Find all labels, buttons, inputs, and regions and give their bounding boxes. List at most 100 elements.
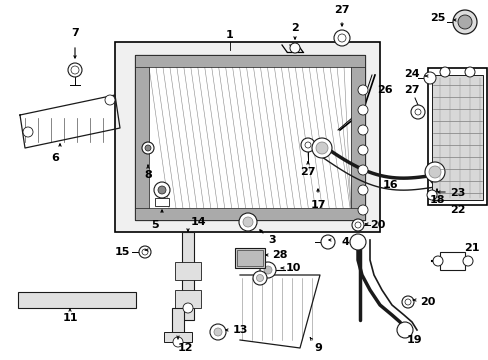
Text: 25: 25 xyxy=(429,13,445,23)
Bar xyxy=(182,232,194,320)
Bar xyxy=(237,250,263,266)
Bar xyxy=(135,55,364,220)
Circle shape xyxy=(354,222,360,228)
Circle shape xyxy=(145,145,151,151)
Text: 9: 9 xyxy=(313,343,321,353)
Circle shape xyxy=(320,235,334,249)
Circle shape xyxy=(414,109,420,115)
Circle shape xyxy=(289,43,299,53)
Bar xyxy=(427,68,486,205)
Text: 23: 23 xyxy=(449,188,465,198)
Text: 1: 1 xyxy=(225,30,233,40)
Text: 7: 7 xyxy=(71,28,79,38)
Text: 16: 16 xyxy=(382,180,397,190)
Circle shape xyxy=(433,175,439,181)
Text: 13: 13 xyxy=(232,325,247,335)
Text: 22: 22 xyxy=(449,205,465,215)
Text: 4: 4 xyxy=(340,237,348,247)
Circle shape xyxy=(401,296,413,308)
Circle shape xyxy=(349,234,365,250)
Circle shape xyxy=(432,256,442,266)
Text: 20: 20 xyxy=(420,297,435,307)
Text: 24: 24 xyxy=(404,69,419,79)
Circle shape xyxy=(457,15,471,29)
Text: 2: 2 xyxy=(290,23,298,33)
Circle shape xyxy=(462,256,472,266)
Text: 11: 11 xyxy=(62,313,78,323)
Bar xyxy=(439,252,464,270)
Circle shape xyxy=(357,205,367,215)
Text: 26: 26 xyxy=(376,85,392,95)
Circle shape xyxy=(410,105,424,119)
Text: 28: 28 xyxy=(272,250,287,260)
Circle shape xyxy=(428,166,440,178)
Circle shape xyxy=(404,299,410,305)
Text: 27: 27 xyxy=(300,167,315,177)
Text: 5: 5 xyxy=(151,220,159,230)
Circle shape xyxy=(260,262,275,278)
Circle shape xyxy=(337,34,346,42)
Circle shape xyxy=(423,72,435,84)
Circle shape xyxy=(464,67,474,77)
Circle shape xyxy=(139,246,151,258)
Text: 3: 3 xyxy=(267,235,275,245)
Circle shape xyxy=(252,271,266,285)
Bar xyxy=(175,262,201,280)
Circle shape xyxy=(357,185,367,195)
Circle shape xyxy=(71,66,79,74)
Circle shape xyxy=(158,186,165,194)
Text: 20: 20 xyxy=(369,220,385,230)
Bar xyxy=(350,55,364,220)
Circle shape xyxy=(357,105,367,115)
Text: 19: 19 xyxy=(407,335,422,345)
Bar xyxy=(135,55,364,67)
Circle shape xyxy=(68,63,82,77)
Bar xyxy=(135,55,149,220)
Circle shape xyxy=(183,303,193,313)
Circle shape xyxy=(311,138,331,158)
Circle shape xyxy=(424,162,444,182)
Bar xyxy=(431,75,482,200)
Circle shape xyxy=(357,125,367,135)
Text: 12: 12 xyxy=(177,343,192,353)
Circle shape xyxy=(452,10,476,34)
Circle shape xyxy=(357,145,367,155)
Circle shape xyxy=(396,322,412,338)
Circle shape xyxy=(357,85,367,95)
Circle shape xyxy=(243,217,252,227)
Circle shape xyxy=(173,337,183,347)
Circle shape xyxy=(214,328,222,336)
Circle shape xyxy=(142,142,154,154)
Circle shape xyxy=(439,67,449,77)
Circle shape xyxy=(305,142,310,148)
Circle shape xyxy=(333,30,349,46)
Circle shape xyxy=(315,142,327,154)
Text: 27: 27 xyxy=(334,5,349,15)
Text: 15: 15 xyxy=(114,247,129,257)
Circle shape xyxy=(239,213,257,231)
Circle shape xyxy=(23,127,33,137)
Text: 18: 18 xyxy=(428,195,444,205)
Bar xyxy=(115,42,379,232)
Circle shape xyxy=(351,219,363,231)
Bar xyxy=(172,308,183,340)
Text: 10: 10 xyxy=(285,263,300,273)
Text: 21: 21 xyxy=(463,243,479,253)
Circle shape xyxy=(142,249,148,255)
Circle shape xyxy=(426,190,436,200)
Bar xyxy=(163,332,192,342)
Circle shape xyxy=(256,275,263,282)
Text: 17: 17 xyxy=(309,200,325,210)
Bar xyxy=(135,208,364,220)
Circle shape xyxy=(154,182,170,198)
Circle shape xyxy=(301,138,314,152)
Circle shape xyxy=(429,171,443,185)
Bar xyxy=(155,198,169,206)
Bar xyxy=(175,290,201,308)
Bar xyxy=(235,248,264,268)
Circle shape xyxy=(105,95,115,105)
Circle shape xyxy=(209,324,225,340)
Text: 8: 8 xyxy=(144,170,152,180)
Circle shape xyxy=(357,165,367,175)
Circle shape xyxy=(264,266,271,274)
